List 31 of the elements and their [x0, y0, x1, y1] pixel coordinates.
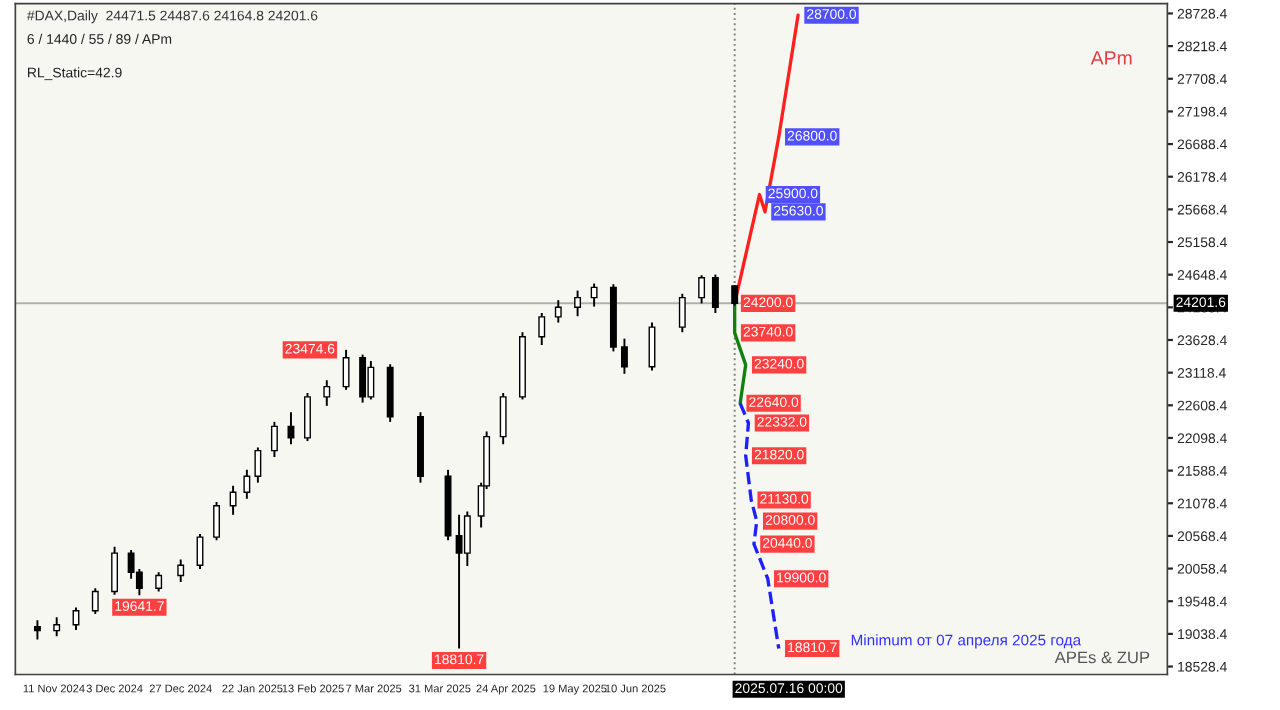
candlestick: [323, 379, 331, 407]
candlestick: [455, 513, 463, 650]
candlestick: [229, 484, 237, 516]
annotation: APEs & ZUP: [1054, 651, 1150, 664]
candlestick: [177, 558, 185, 583]
candlestick: [53, 616, 61, 638]
candlestick: [213, 500, 220, 542]
candlestick: [304, 392, 311, 443]
annotation: APm: [1090, 51, 1132, 65]
candlestick: [254, 446, 262, 484]
candlestick: [287, 411, 295, 446]
candlestick: [33, 619, 41, 641]
candlestick: [270, 420, 278, 459]
candlestick: [678, 292, 686, 334]
candlestick: [574, 289, 582, 318]
candlestick: [91, 587, 99, 615]
candlestick: [463, 510, 471, 567]
candlestick: [698, 274, 706, 305]
candlestick: [554, 299, 562, 324]
candlestick: [155, 571, 163, 593]
candlestick: [711, 273, 719, 314]
candlestick: [72, 606, 80, 631]
candlestick: [620, 337, 628, 375]
candlestick: [499, 392, 507, 446]
candlestick: [342, 348, 350, 391]
candlestick: [111, 545, 119, 596]
candlestick: [538, 312, 546, 346]
candlestick: [243, 468, 251, 500]
candlestick: [367, 360, 375, 401]
candlestick: [590, 282, 598, 308]
candlestick: [359, 353, 367, 404]
